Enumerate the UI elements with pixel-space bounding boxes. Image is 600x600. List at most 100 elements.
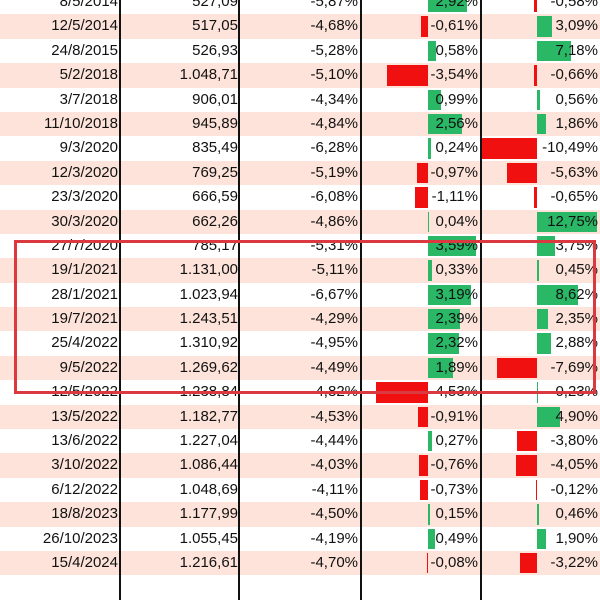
drop-pct-cell[interactable]: -4,29%	[310, 310, 358, 328]
close-cell[interactable]: 945,89	[192, 114, 238, 132]
next-day-pct-cell[interactable]: 0,58%	[435, 41, 478, 59]
date-cell[interactable]: 11/10/2018	[44, 114, 118, 132]
next-day-pct-cell[interactable]: 1,89%	[435, 358, 478, 376]
following-pct-cell[interactable]: 2,88%	[555, 334, 598, 352]
next-day-pct-cell[interactable]: -0,73%	[430, 480, 478, 498]
date-cell[interactable]: 9/3/2020	[59, 139, 118, 157]
close-cell[interactable]: 1.048,69	[179, 480, 238, 498]
next-day-pct-cell[interactable]: -0,97%	[430, 163, 478, 181]
close-cell[interactable]: 769,25	[192, 163, 238, 181]
date-cell[interactable]: 18/8/2023	[51, 505, 118, 523]
date-cell[interactable]: 6/12/2022	[51, 480, 118, 498]
drop-pct-cell[interactable]: -4,95%	[310, 334, 358, 352]
date-cell[interactable]: 26/10/2023	[42, 529, 118, 547]
next-day-pct-cell[interactable]: -0,91%	[430, 407, 478, 425]
following-pct-cell[interactable]: -0,12%	[550, 480, 598, 498]
date-cell[interactable]: 13/5/2022	[51, 407, 118, 425]
close-cell[interactable]: 1.182,77	[179, 407, 238, 425]
drop-pct-cell[interactable]: -4,50%	[310, 505, 358, 523]
following-pct-cell[interactable]: -5,63%	[550, 163, 598, 181]
next-day-pct-cell[interactable]: -3,54%	[430, 66, 478, 84]
next-day-pct-cell[interactable]: 2,39%	[435, 310, 478, 328]
following-pct-cell[interactable]: -3,22%	[550, 553, 598, 571]
following-pct-cell[interactable]: 0,45%	[555, 261, 598, 279]
following-pct-cell[interactable]: 2,35%	[555, 310, 598, 328]
following-pct-cell[interactable]: 0,46%	[555, 505, 598, 523]
date-cell[interactable]: 3/10/2022	[51, 456, 118, 474]
next-day-pct-cell[interactable]: -0,61%	[430, 17, 478, 35]
close-cell[interactable]: 1.310,92	[179, 334, 238, 352]
close-cell[interactable]: 527,09	[192, 0, 238, 10]
date-cell[interactable]: 19/1/2021	[51, 261, 118, 279]
close-cell[interactable]: 1.023,94	[179, 285, 238, 303]
close-cell[interactable]: 662,26	[192, 212, 238, 230]
drop-pct-cell[interactable]: -5,10%	[310, 66, 358, 84]
date-cell[interactable]: 23/3/2020	[51, 188, 118, 206]
following-pct-cell[interactable]: 1,90%	[555, 529, 598, 547]
drop-pct-cell[interactable]: -4,86%	[310, 212, 358, 230]
close-cell[interactable]: 1.055,45	[179, 529, 238, 547]
close-cell[interactable]: 666,59	[192, 188, 238, 206]
following-pct-cell[interactable]: -0,65%	[550, 188, 598, 206]
next-day-pct-cell[interactable]: 2,92%	[435, 0, 478, 10]
next-day-pct-cell[interactable]: 0,99%	[435, 90, 478, 108]
date-cell[interactable]: 5/2/2018	[59, 66, 118, 84]
next-day-pct-cell[interactable]: 0,27%	[435, 432, 478, 450]
drop-pct-cell[interactable]: -5,11%	[311, 261, 358, 279]
close-cell[interactable]: 1.086,44	[179, 456, 238, 474]
drop-pct-cell[interactable]: -5,19%	[310, 163, 358, 181]
date-cell[interactable]: 9/5/2022	[59, 358, 118, 376]
close-cell[interactable]: 1.048,71	[179, 66, 238, 84]
drop-pct-cell[interactable]: -4,11%	[311, 480, 358, 498]
drop-pct-cell[interactable]: -5,28%	[310, 41, 358, 59]
close-cell[interactable]: 1.227,04	[179, 432, 238, 450]
drop-pct-cell[interactable]: -4,68%	[310, 17, 358, 35]
next-day-pct-cell[interactable]: -0,76%	[430, 456, 478, 474]
following-pct-cell[interactable]: 12,75%	[547, 212, 598, 230]
close-cell[interactable]: 526,93	[192, 41, 238, 59]
following-pct-cell[interactable]: 1,86%	[555, 114, 598, 132]
drop-pct-cell[interactable]: -4,03%	[310, 456, 358, 474]
following-pct-cell[interactable]: 7,18%	[555, 41, 598, 59]
date-cell[interactable]: 30/3/2020	[51, 212, 118, 230]
next-day-pct-cell[interactable]: 0,24%	[435, 139, 478, 157]
close-cell[interactable]: 517,05	[192, 17, 238, 35]
date-cell[interactable]: 15/4/2024	[51, 553, 118, 571]
date-cell[interactable]: 24/8/2015	[51, 41, 118, 59]
next-day-pct-cell[interactable]: 2,32%	[435, 334, 478, 352]
close-cell[interactable]: 835,49	[192, 139, 238, 157]
date-cell[interactable]: 13/6/2022	[51, 432, 118, 450]
following-pct-cell[interactable]: 4,90%	[555, 407, 598, 425]
next-day-pct-cell[interactable]: -1,11%	[431, 188, 478, 206]
next-day-pct-cell[interactable]: 0,33%	[435, 261, 478, 279]
date-cell[interactable]: 28/1/2021	[51, 285, 118, 303]
next-day-pct-cell[interactable]: 2,56%	[435, 114, 478, 132]
close-cell[interactable]: 1.131,00	[179, 261, 238, 279]
drop-pct-cell[interactable]: -4,49%	[310, 358, 358, 376]
date-cell[interactable]: 25/4/2022	[51, 334, 118, 352]
date-cell[interactable]: 8/5/2014	[59, 0, 118, 10]
following-pct-cell[interactable]: -0,58%	[550, 0, 598, 10]
date-cell[interactable]: 19/7/2021	[51, 310, 118, 328]
drop-pct-cell[interactable]: -6,08%	[310, 188, 358, 206]
close-cell[interactable]: 1.216,61	[179, 553, 238, 571]
date-cell[interactable]: 12/3/2020	[51, 163, 118, 181]
drop-pct-cell[interactable]: -4,53%	[310, 407, 358, 425]
following-pct-cell[interactable]: -3,80%	[550, 432, 598, 450]
following-pct-cell[interactable]: 3,09%	[555, 17, 598, 35]
close-cell[interactable]: 1.269,62	[179, 358, 238, 376]
date-cell[interactable]: 3/7/2018	[59, 90, 118, 108]
close-cell[interactable]: 1.177,99	[179, 505, 238, 523]
drop-pct-cell[interactable]: -5,87%	[310, 0, 358, 10]
drop-pct-cell[interactable]: -4,70%	[310, 553, 358, 571]
drop-pct-cell[interactable]: -4,19%	[310, 529, 358, 547]
next-day-pct-cell[interactable]: 0,49%	[435, 529, 478, 547]
following-pct-cell[interactable]: -7,69%	[550, 358, 598, 376]
drop-pct-cell[interactable]: -6,28%	[310, 139, 358, 157]
following-pct-cell[interactable]: -0,66%	[550, 66, 598, 84]
date-cell[interactable]: 12/5/2014	[51, 17, 118, 35]
close-cell[interactable]: 1.243,51	[179, 310, 238, 328]
next-day-pct-cell[interactable]: 0,04%	[435, 212, 478, 230]
next-day-pct-cell[interactable]: -0,08%	[430, 553, 478, 571]
drop-pct-cell[interactable]: -4,84%	[310, 114, 358, 132]
